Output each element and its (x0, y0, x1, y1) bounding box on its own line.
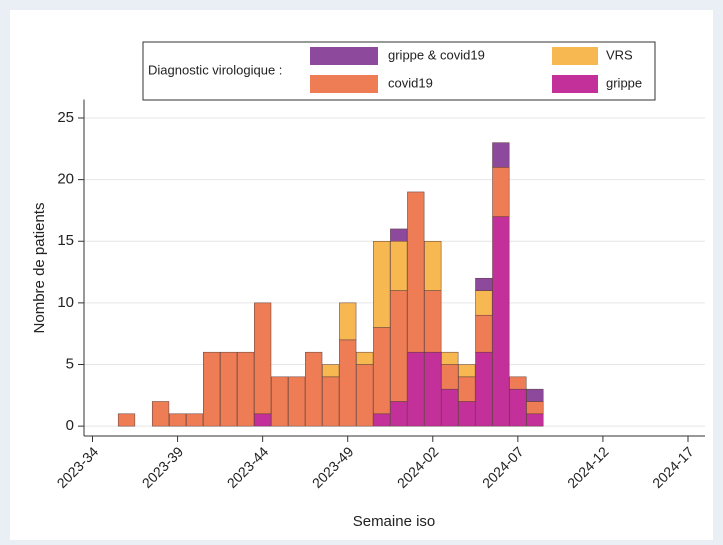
bar-segment (254, 302, 272, 415)
bar-segment (441, 351, 459, 365)
bar-segment (356, 364, 374, 427)
bar-segment (168, 413, 187, 427)
y-tick-label: 25 (57, 109, 74, 126)
y-tick-label: 5 (66, 355, 74, 372)
bar-segment (492, 167, 510, 217)
legend-title: Diagnostic virologique : (148, 62, 282, 77)
bar-segment (339, 302, 357, 341)
y-tick-label: 10 (57, 294, 74, 311)
bar-segment (475, 351, 493, 427)
bar-segment (390, 401, 408, 427)
bar-segment (390, 240, 408, 291)
bar-segment (390, 228, 408, 242)
bar-segment (322, 364, 340, 378)
bar-segment (117, 413, 136, 427)
bar-segment (220, 351, 238, 427)
bar-segment (407, 191, 425, 353)
bar-segment (203, 351, 221, 427)
legend-label: grippe & covid19 (388, 47, 485, 62)
bar-segment (390, 290, 408, 402)
y-axis-label: Nombre de patients (31, 203, 48, 334)
bar-segment (254, 413, 272, 427)
bar-segment (305, 351, 323, 427)
bar-segment (441, 388, 459, 427)
bar-segment (424, 290, 442, 353)
legend-label: VRS (606, 47, 633, 62)
y-tick-label: 0 (66, 417, 74, 434)
y-tick-label: 20 (57, 171, 74, 188)
bar-segment (509, 376, 527, 390)
bar-segment (526, 413, 544, 427)
bar-segment (151, 401, 170, 427)
bar-segment (186, 413, 204, 427)
legend-swatch (310, 75, 378, 93)
legend-label: grippe (606, 75, 642, 90)
bar-segment (441, 364, 459, 390)
bar-segment (373, 413, 391, 427)
bar-segment (458, 401, 476, 427)
legend-swatch (552, 75, 598, 93)
bar-segment (356, 351, 374, 365)
bar-segment (288, 376, 306, 427)
bar-segment (475, 277, 493, 291)
bar-segment (458, 364, 476, 378)
bar-segment (492, 142, 510, 168)
bar-segment (407, 351, 425, 427)
bar-segment (373, 327, 391, 415)
bar-segment (424, 351, 442, 427)
bar-segment (339, 339, 357, 427)
bar-segment (475, 290, 493, 316)
bar-segment (424, 240, 442, 291)
bar-segment (322, 376, 340, 427)
bar-segment (237, 351, 255, 427)
y-tick-label: 15 (57, 232, 74, 249)
bar-segment (458, 376, 476, 402)
bar-segment (492, 216, 510, 427)
bar-segment (475, 314, 493, 353)
legend-swatch (552, 47, 598, 65)
legend-swatch (310, 47, 378, 65)
legend-label: covid19 (388, 75, 433, 90)
bar-segment (526, 388, 544, 402)
bar-segment (526, 401, 544, 415)
bar-segment (271, 376, 289, 427)
bar-segment (373, 240, 391, 328)
bar-segment (509, 388, 527, 427)
x-axis-label: Semaine iso (353, 513, 436, 530)
